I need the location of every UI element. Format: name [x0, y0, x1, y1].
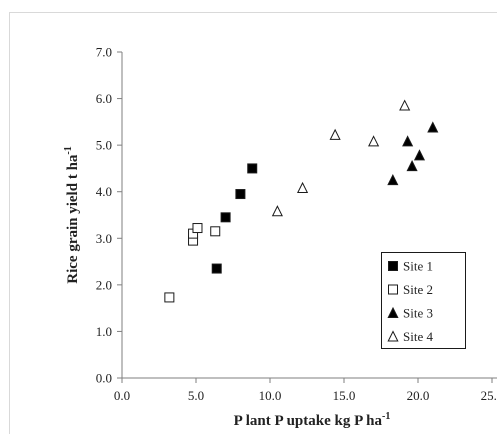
legend-label: Site 1	[403, 259, 433, 274]
x-tick-label: 20.0	[407, 388, 430, 403]
y-tick-label: 7.0	[96, 45, 112, 60]
data-point	[211, 227, 220, 236]
x-tick-label: 0.0	[114, 388, 130, 403]
y-tick-label: 2.0	[96, 277, 112, 292]
legend-label: Site 2	[403, 282, 433, 297]
data-point	[165, 293, 174, 302]
y-axis-title-text: Rice grain yield t ha	[65, 154, 81, 284]
x-axis-title-superscript: -1	[382, 411, 390, 422]
data-point	[212, 264, 221, 273]
data-point	[236, 190, 245, 199]
legend: Site 1 Site 2 Site 3 Site 4	[382, 253, 466, 349]
x-tick-label: 10.0	[259, 388, 282, 403]
y-tick-label: 6.0	[96, 91, 112, 106]
data-point	[193, 224, 202, 233]
y-tick-label: 3.0	[96, 231, 112, 246]
x-tick-label: 5.0	[188, 388, 204, 403]
y-axis-title-superscript: -1	[63, 146, 74, 154]
y-tick-label: 4.0	[96, 184, 112, 199]
x-tick-label: 25.0	[481, 388, 497, 403]
legend-label: Site 4	[403, 329, 433, 344]
data-point	[248, 164, 257, 173]
chart-panel	[10, 13, 497, 435]
legend-marker	[389, 285, 398, 294]
data-point	[221, 213, 230, 222]
legend-marker	[389, 262, 398, 271]
x-axis-title-text: P lant P uptake kg P ha	[234, 413, 383, 429]
x-axis-title: P lant P uptake kg P ha-1	[234, 411, 391, 429]
legend-label: Site 3	[403, 306, 433, 321]
y-tick-label: 1.0	[96, 324, 112, 339]
y-tick-label: 0.0	[96, 371, 112, 386]
y-axis-title: Rice grain yield t ha-1	[63, 146, 81, 284]
y-tick-label: 5.0	[96, 138, 112, 153]
x-tick-label: 15.0	[333, 388, 356, 403]
